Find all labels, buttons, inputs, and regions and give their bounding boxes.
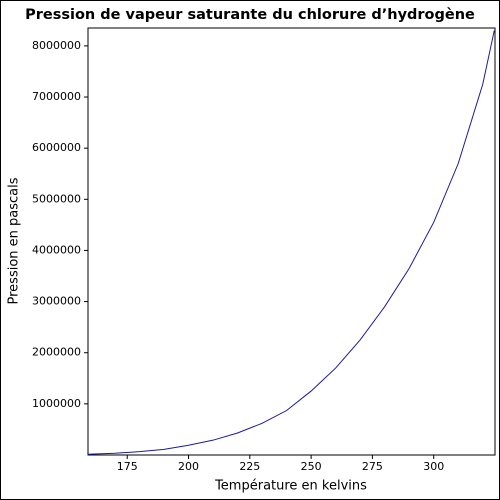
x-axis-label: Température en kelvins — [214, 479, 367, 494]
y-tick-label: 8000000 — [32, 39, 81, 52]
chart-title: Pression de vapeur saturante du chlorure… — [25, 7, 475, 23]
y-tick-label: 2000000 — [32, 346, 81, 359]
y-tick-label: 3000000 — [32, 295, 81, 308]
y-tick-label: 6000000 — [32, 141, 81, 154]
y-tick-label: 5000000 — [32, 192, 81, 205]
y-tick-label: 7000000 — [32, 90, 81, 103]
x-tick-label: 200 — [178, 460, 199, 473]
plot-frame — [87, 27, 496, 456]
x-tick-label: 225 — [239, 460, 260, 473]
x-tick-label: 250 — [301, 460, 322, 473]
x-tick-label: 300 — [423, 460, 444, 473]
x-tick-label: 175 — [117, 460, 138, 473]
y-axis-label: Pression en pascals — [7, 177, 22, 304]
x-tick-label: 275 — [362, 460, 383, 473]
y-tick-label: 4000000 — [32, 243, 81, 256]
data-line — [87, 30, 495, 455]
y-tick-label: 1000000 — [32, 397, 81, 410]
